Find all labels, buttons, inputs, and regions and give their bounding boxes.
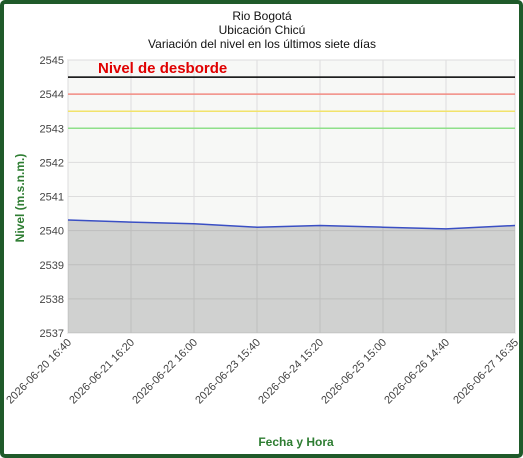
y-tick-label: 2543 <box>40 123 64 135</box>
y-tick-label: 2540 <box>40 226 64 238</box>
chart-subtitle: Ubicación Chicú <box>219 23 306 37</box>
y-tick-label: 2538 <box>40 294 64 306</box>
y-tick-label: 2539 <box>40 260 64 272</box>
area <box>68 220 515 333</box>
chart-subtitle: Variación del nivel en los últimos siete… <box>148 37 376 51</box>
y-tick-label: 2537 <box>40 328 64 340</box>
y-tick-label: 2545 <box>40 55 64 67</box>
x-axis-label: Fecha y Hora <box>258 435 334 449</box>
annotation: Nivel de desborde <box>98 60 227 77</box>
y-tick-label: 2541 <box>40 192 64 204</box>
y-tick-label: 2544 <box>40 89 64 101</box>
chart-title: Rio Bogotá <box>232 9 292 23</box>
line <box>67 219 516 230</box>
y-tick-label: 2542 <box>40 157 64 169</box>
y-axis-label: Nivel (m.s.n.m.) <box>13 154 27 243</box>
